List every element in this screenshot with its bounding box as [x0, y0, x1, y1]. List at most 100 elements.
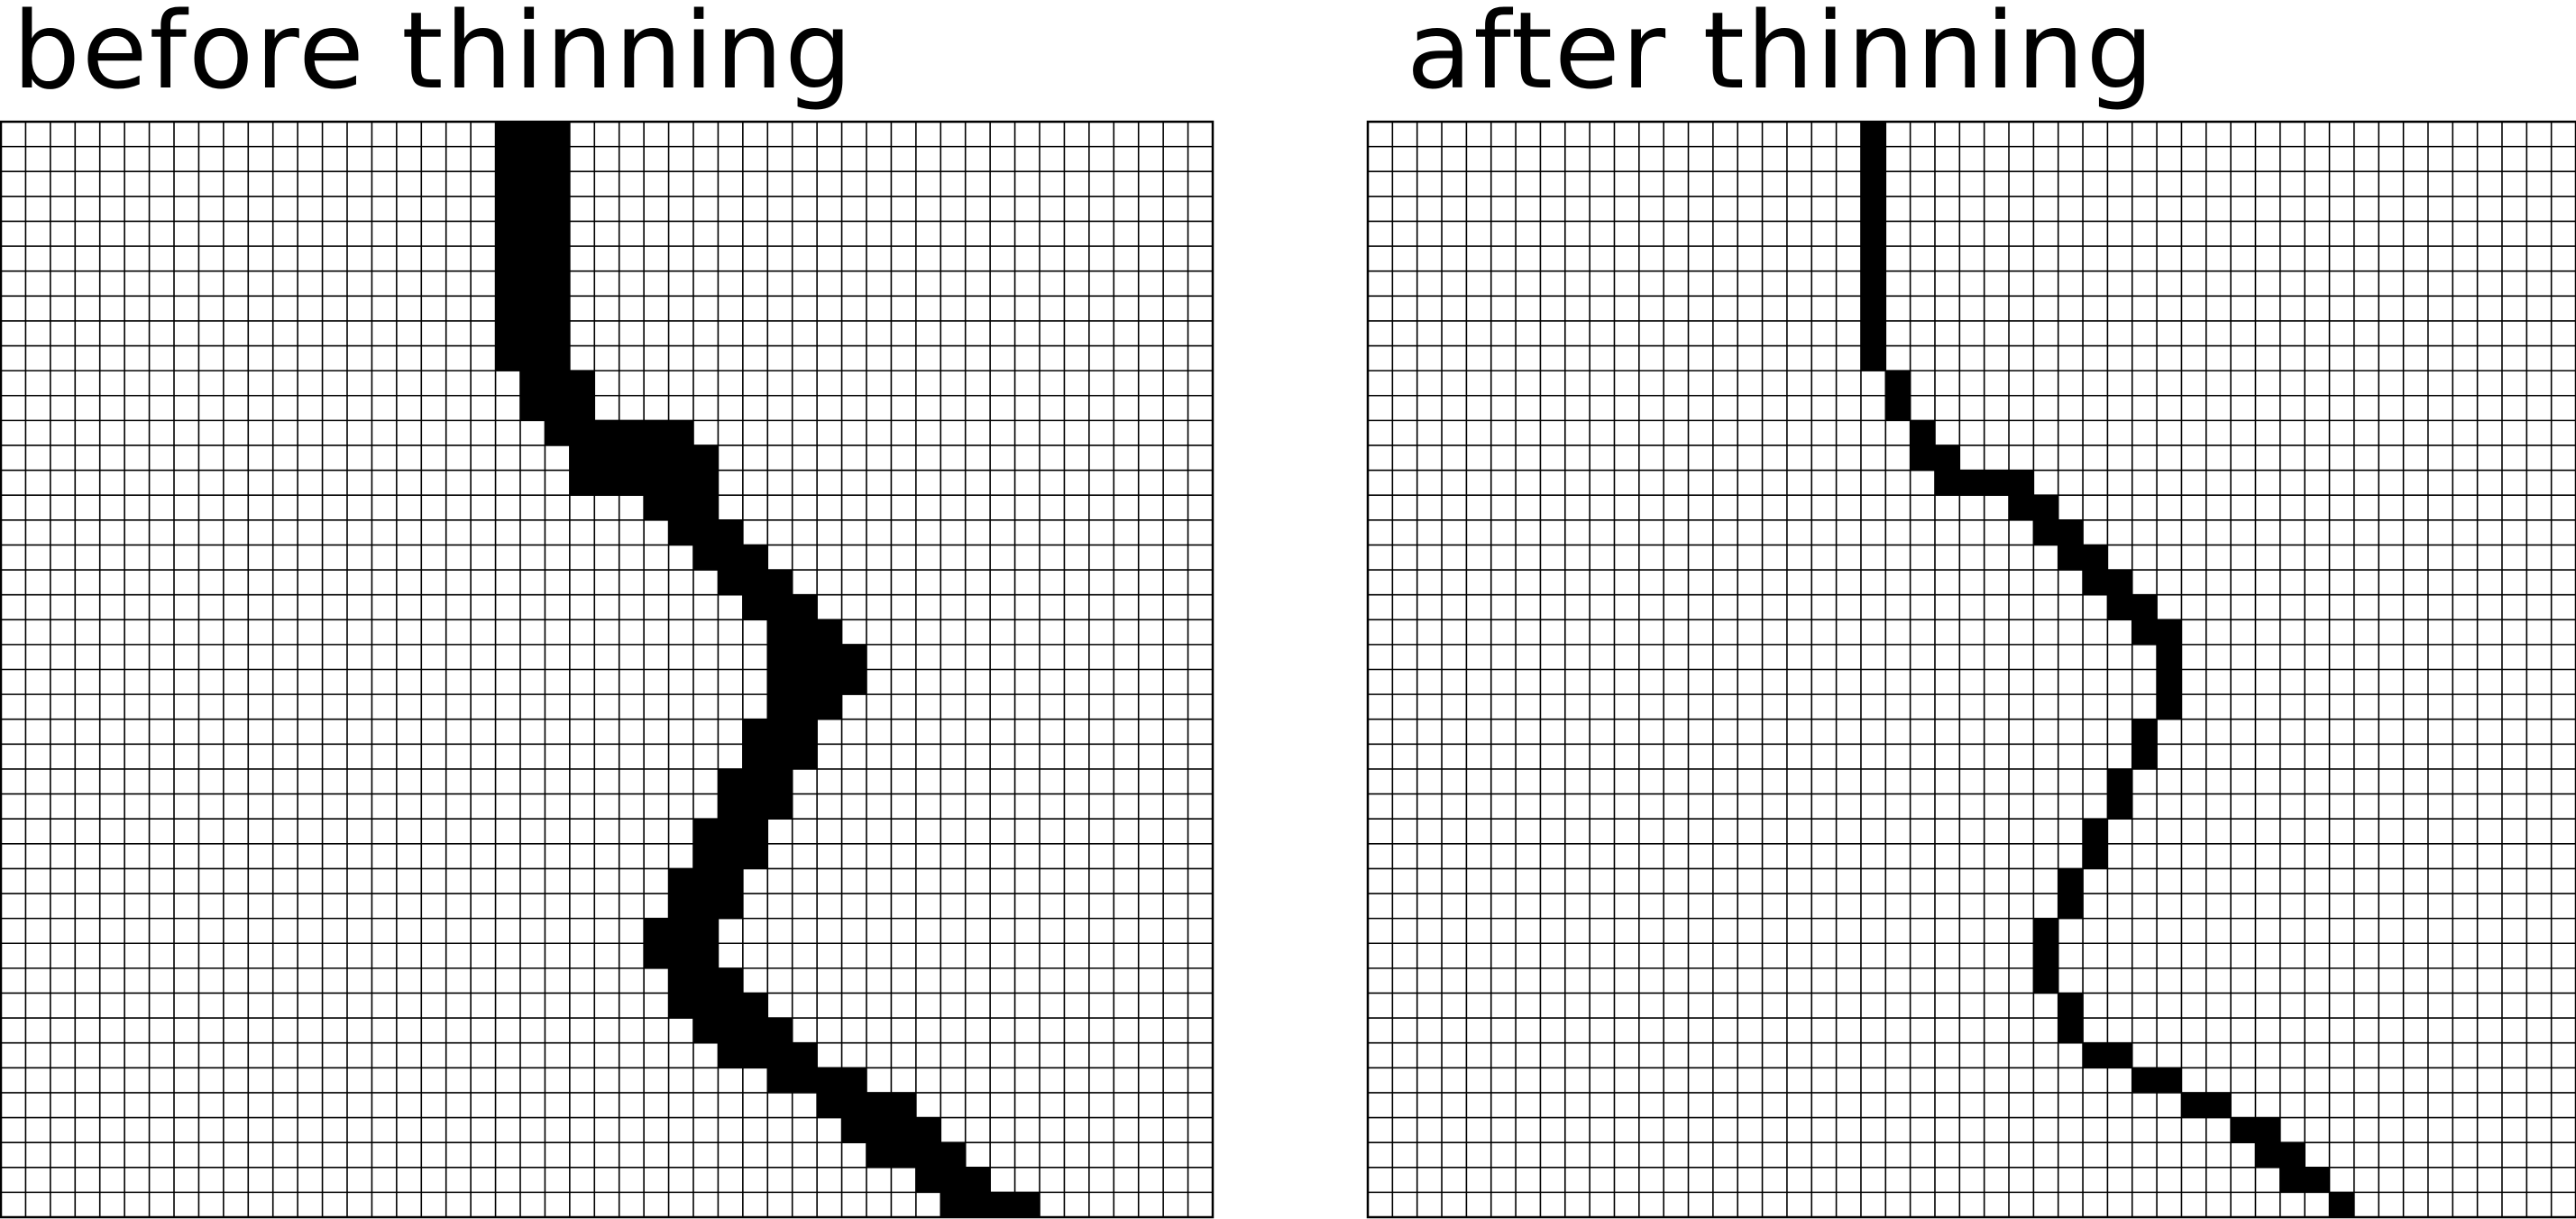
filled-cell-before	[495, 296, 521, 322]
filled-cell-before	[718, 519, 744, 545]
title-before-thinning: before thinning	[13, 0, 855, 113]
filled-cell-before	[520, 122, 545, 148]
filled-cell-before	[742, 719, 768, 745]
filled-cell-before	[668, 943, 694, 969]
filled-cell-before	[792, 1042, 818, 1068]
filled-cell-before	[767, 570, 793, 596]
filled-cell-before	[866, 1092, 892, 1119]
filled-cell-after	[2255, 1117, 2281, 1143]
filled-cell-before	[569, 470, 595, 496]
filled-cell-before	[965, 1167, 991, 1193]
filled-cell-before	[545, 320, 571, 347]
filled-cell-after	[1910, 420, 1936, 446]
filled-cell-after	[1860, 122, 1886, 148]
filled-cell-before	[668, 445, 694, 472]
filled-cell-before	[767, 768, 793, 795]
filled-cell-before	[644, 420, 670, 446]
filled-cell-after	[1860, 296, 1886, 322]
filled-cell-before	[545, 371, 571, 397]
filled-cell-before	[767, 744, 793, 770]
filled-cell-after	[2058, 545, 2084, 571]
filled-cell-before	[495, 345, 521, 371]
filled-cell-after	[2181, 1092, 2207, 1119]
filled-cell-after	[2058, 1018, 2084, 1044]
filled-cell-before	[915, 1142, 941, 1169]
filled-cell-before	[693, 943, 719, 969]
grid-border-before	[0, 120, 1215, 1219]
filled-cell-before	[495, 146, 521, 172]
filled-cell-after	[2009, 470, 2034, 496]
filled-cell-before	[545, 171, 571, 197]
filled-cell-before	[520, 221, 545, 247]
filled-cell-after	[2083, 819, 2108, 845]
filled-cell-before	[742, 993, 768, 1019]
filled-cell-before	[742, 768, 768, 795]
filled-cell-before	[545, 345, 571, 371]
filled-cell-after	[2157, 694, 2182, 720]
filled-cell-before	[841, 644, 867, 670]
filled-cell-before	[891, 1092, 917, 1119]
filled-cell-after	[2131, 594, 2158, 620]
filled-cell-before	[792, 619, 818, 646]
filled-cell-after	[2255, 1142, 2281, 1169]
filled-cell-before	[718, 843, 744, 869]
filled-cell-after	[1885, 395, 1911, 421]
filled-cell-before	[841, 669, 867, 695]
filled-cell-after	[2131, 744, 2158, 770]
filled-cell-before	[693, 1018, 719, 1044]
filled-cell-before	[668, 868, 694, 894]
filled-cell-before	[841, 1068, 867, 1094]
filled-cell-before	[718, 819, 744, 845]
filled-cell-before	[495, 122, 521, 148]
filled-cell-before	[668, 495, 694, 521]
filled-cell-before	[792, 719, 818, 745]
filled-cell-before	[668, 993, 694, 1019]
filled-cell-before	[619, 445, 645, 472]
filled-cell-after	[2033, 495, 2059, 521]
filled-cell-before	[520, 371, 545, 397]
filled-cell-before	[520, 320, 545, 347]
filled-cell-after	[2279, 1167, 2306, 1193]
filled-cell-before	[742, 545, 768, 571]
filled-cell-after	[1860, 171, 1886, 197]
filled-cell-before	[817, 1092, 843, 1119]
filled-cell-before	[495, 221, 521, 247]
filled-cell-before	[965, 1192, 991, 1218]
filled-cell-before	[520, 246, 545, 272]
filled-cell-before	[668, 967, 694, 994]
grid-lines-after	[1367, 121, 2576, 1218]
filled-cell-before	[767, 1042, 793, 1068]
filled-cell-before	[866, 1142, 892, 1169]
filled-cell-before	[520, 296, 545, 322]
filled-cell-before	[742, 1018, 768, 1044]
filled-cell-after	[1860, 270, 1886, 297]
filled-cell-before	[693, 918, 719, 944]
filled-cell-after	[2083, 570, 2108, 596]
filled-cell-before	[520, 345, 545, 371]
filled-cell-before	[693, 967, 719, 994]
filled-cell-before	[569, 395, 595, 421]
filled-cell-before	[644, 495, 670, 521]
filled-cell-before	[841, 1092, 867, 1119]
filled-cell-after	[2205, 1092, 2232, 1119]
filled-cell-after	[2009, 495, 2034, 521]
filled-cell-before	[520, 196, 545, 222]
filled-cell-before	[990, 1192, 1016, 1218]
filled-cell-before	[693, 495, 719, 521]
filled-cell-after	[2231, 1117, 2256, 1143]
filled-cell-after	[1860, 246, 1886, 272]
filled-cell-before	[742, 819, 768, 845]
filled-cell-before	[644, 470, 670, 496]
filled-cell-after	[1860, 345, 1886, 371]
grid-border-after	[1366, 120, 2576, 1219]
filled-cell-before	[742, 570, 768, 596]
filled-cell-before	[742, 744, 768, 770]
filled-cell-after	[1934, 470, 1960, 496]
filled-cell-after	[2083, 545, 2108, 571]
filled-cell-before	[915, 1117, 941, 1143]
filled-cell-after	[2107, 768, 2133, 795]
filled-cell-before	[718, 570, 744, 596]
filled-cell-before	[718, 1042, 744, 1068]
filled-cell-after	[2107, 793, 2133, 820]
filled-cell-after	[2058, 993, 2084, 1019]
